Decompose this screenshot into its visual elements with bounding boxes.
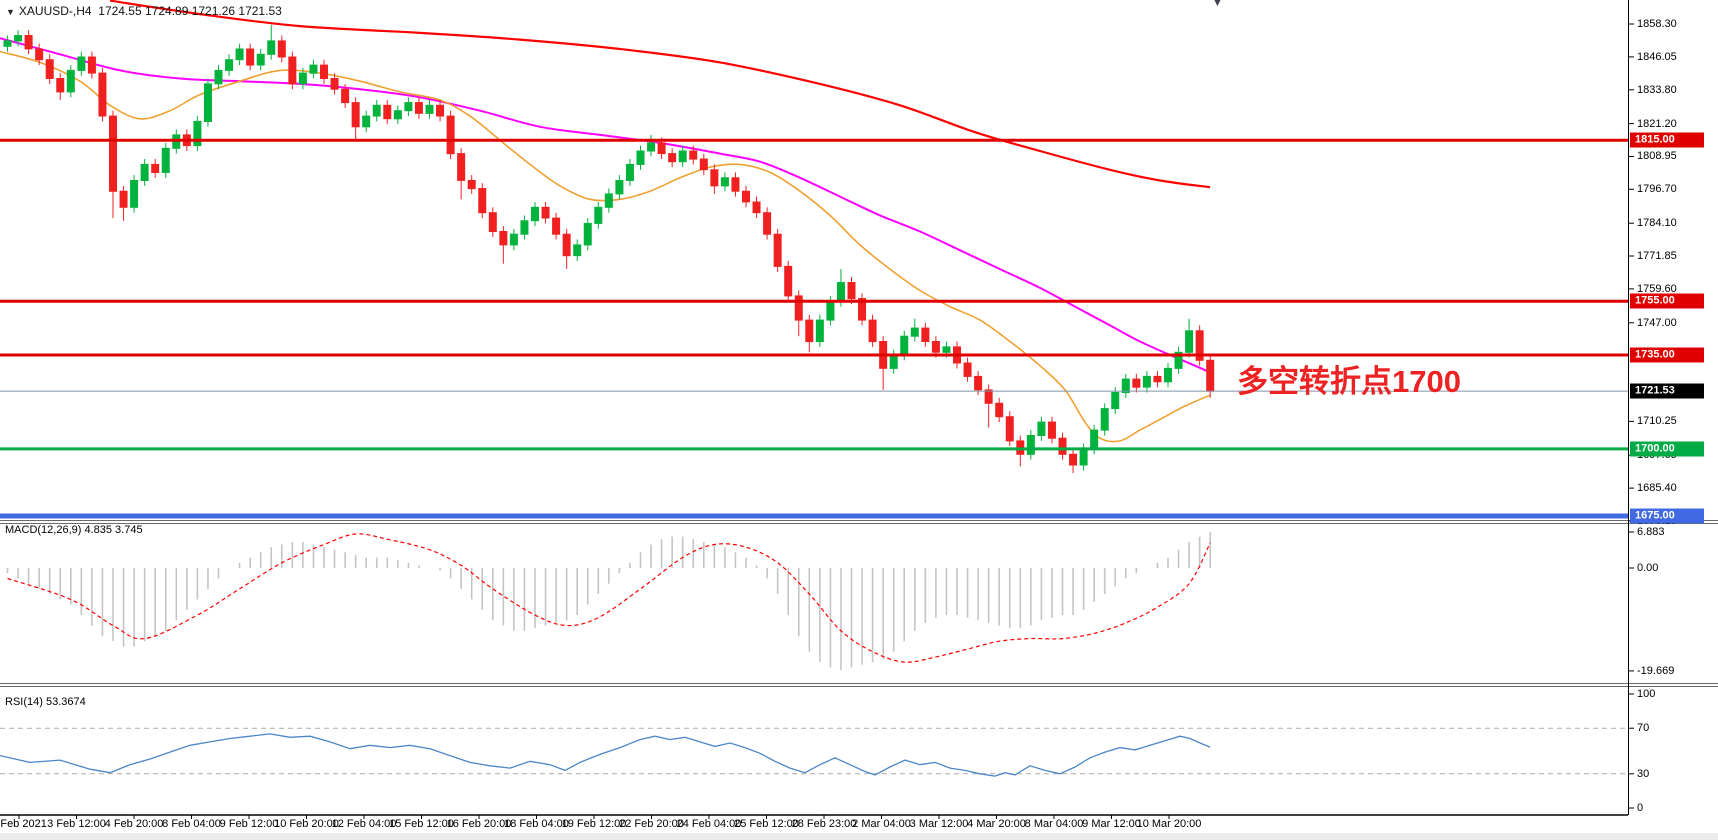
- x-axis-date-label: 2 Mar 04:00: [852, 818, 911, 830]
- macd-axis-label: 6.883: [1637, 526, 1665, 538]
- macd-axis-label: -19.669: [1637, 664, 1675, 677]
- ma-red-line: [109, 0, 1211, 189]
- price-tick-label: 1833.80: [1637, 83, 1677, 96]
- moving-averages-layer: [0, 0, 1211, 443]
- chart-symbol-timeframe: XAUUSD-,H4: [18, 4, 92, 18]
- price-tick-label: 1846.05: [1637, 50, 1677, 63]
- bottom-strip: [0, 833, 1718, 840]
- price-level-badge: 1700.00: [1630, 441, 1704, 457]
- price-tick-label: 1821.20: [1637, 117, 1677, 130]
- price-tick-label: 1796.70: [1637, 183, 1677, 196]
- chart-text-annotation[interactable]: 多空转折点1700: [1237, 364, 1461, 399]
- chart-shift-marker-icon[interactable]: ▼: [1212, 0, 1223, 9]
- x-axis-date-label: 25 Feb 12:00: [734, 818, 799, 830]
- x-axis-date-label: 22 Feb 20:00: [619, 818, 684, 830]
- ma-magenta-line: [0, 37, 1211, 374]
- rsi-axis-label: 70: [1637, 722, 1650, 735]
- price-tick-label: 1747.00: [1637, 316, 1677, 329]
- price-tick-label: 1759.60: [1637, 282, 1677, 295]
- x-axis-date-label: 10 Feb 20:00: [274, 818, 339, 830]
- x-axis-date-label: 4 Feb 20:00: [104, 818, 164, 830]
- macd-axis-label: 0.00: [1637, 562, 1659, 574]
- price-tick-label: 1808.95: [1637, 150, 1677, 163]
- macd-indicator-label: MACD(12,26,9) 4.835 3.745: [5, 524, 143, 536]
- rsi-layer: [0, 727, 1628, 777]
- price-tick-label: 1710.25: [1637, 415, 1677, 428]
- x-axis-date-label: 3 Mar 12:00: [909, 818, 969, 830]
- price-tick-label: 1771.85: [1637, 250, 1677, 263]
- x-axis-date-label: 8 Mar 04:00: [1024, 818, 1084, 830]
- symbol-dropdown-icon[interactable]: ▼: [6, 7, 15, 17]
- x-axis-date-label: 24 Feb 04:00: [676, 818, 742, 830]
- rsi-axis-label: 30: [1637, 767, 1650, 780]
- candles-layer: [3, 24, 1215, 474]
- ma-orange-line: [0, 50, 1211, 443]
- price-level-badge: 1735.00: [1630, 347, 1704, 363]
- price-level-badge: 1755.00: [1630, 293, 1704, 309]
- x-axis-date-label: 3 Feb 12:00: [47, 818, 106, 830]
- macd-layer: [6, 532, 1211, 670]
- chart-ohlc-values: 1724.55 1724.89 1721.26 1721.53: [98, 4, 282, 18]
- x-axis-date-label: 16 Feb 20:00: [446, 818, 512, 830]
- x-axis-date-label: 8 Feb 04:00: [162, 818, 221, 830]
- x-axis-date-label: 19 Feb 12:00: [561, 818, 627, 830]
- x-axis-date-label: 4 Mar 20:00: [967, 818, 1026, 830]
- x-axis-date-label: 9 Mar 12:00: [1082, 818, 1141, 830]
- price-tick-label: 1858.30: [1637, 18, 1677, 30]
- price-tick-label: 1784.10: [1637, 217, 1677, 230]
- rsi-line: [0, 733, 1211, 777]
- price-level-badge: 1675.00: [1630, 508, 1704, 524]
- x-axis-date-label: 28 Feb 23:00: [791, 818, 857, 830]
- x-axis-date-label: 18 Feb 04:00: [504, 818, 569, 830]
- rsi-axis-label: 0: [1637, 802, 1644, 814]
- x-axis-date-label: 12 Feb 04:00: [331, 818, 397, 830]
- chart-header: ▼ XAUUSD-,H4 1724.55 1724.89 1721.26 1721…: [6, 4, 282, 18]
- x-axis-date-label: 15 Feb 12:00: [389, 818, 454, 830]
- x-axis-date-label: 10 Mar 20:00: [1136, 818, 1202, 830]
- price-level-badge: 1815.00: [1630, 132, 1704, 148]
- macd-signal-line: [7, 533, 1211, 663]
- rsi-indicator-label: RSI(14) 53.3674: [5, 696, 86, 708]
- x-axis-date-label: 2 Feb 2021: [0, 818, 47, 830]
- frame-layer: [0, 0, 1718, 819]
- current-price-badge: 1721.53: [1630, 383, 1704, 399]
- rsi-axis-label: 100: [1637, 688, 1656, 700]
- x-axis-date-label: 9 Feb 12:00: [219, 818, 279, 830]
- level-lines-layer: [0, 138, 1628, 519]
- price-tick-label: 1685.40: [1637, 482, 1677, 495]
